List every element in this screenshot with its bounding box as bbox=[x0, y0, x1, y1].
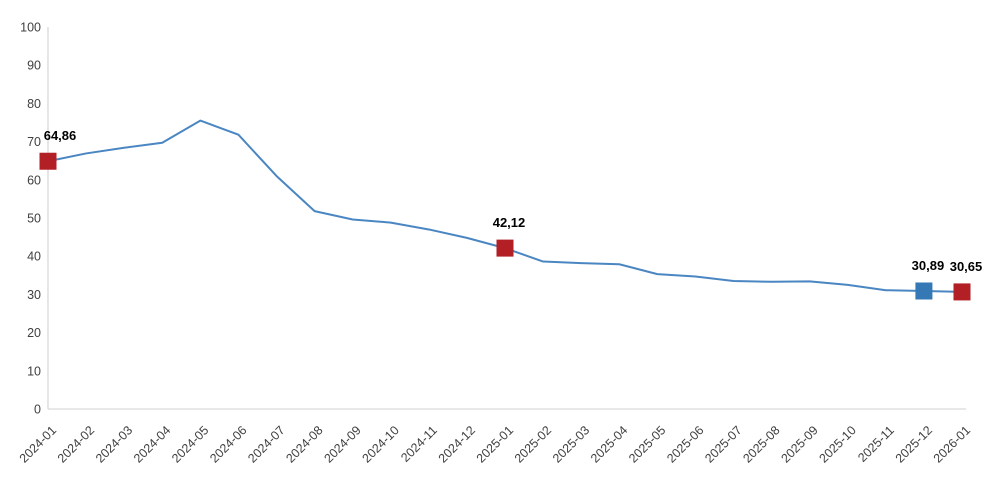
x-tick-label: 2025-04 bbox=[588, 423, 630, 465]
x-tick-label: 2025-10 bbox=[817, 423, 859, 465]
series-line bbox=[47, 119, 963, 293]
x-tick-label: 2024-08 bbox=[283, 423, 325, 465]
x-tick-label: 2024-03 bbox=[93, 423, 135, 465]
x-tick-label: 2026-01 bbox=[931, 423, 973, 465]
data-point-marker bbox=[39, 152, 57, 170]
x-tick-label: 2024-01 bbox=[17, 423, 59, 465]
x-tick-label: 2024-07 bbox=[245, 423, 287, 465]
x-tick-label: 2024-02 bbox=[55, 423, 97, 465]
y-tick-label: 20 bbox=[27, 326, 41, 340]
y-tick-label: 90 bbox=[27, 59, 41, 73]
x-tick-label: 2025-09 bbox=[778, 423, 820, 465]
y-tick-label: 50 bbox=[27, 212, 41, 226]
y-tick-label: 0 bbox=[34, 403, 41, 417]
x-tick-label: 2025-12 bbox=[893, 423, 935, 465]
y-tick-label: 30 bbox=[27, 288, 41, 302]
y-tick-label: 80 bbox=[27, 97, 41, 111]
x-tick-label: 2024-05 bbox=[169, 423, 211, 465]
data-point-label: 64,86 bbox=[44, 128, 77, 143]
x-tick-label: 2025-02 bbox=[512, 423, 554, 465]
y-tick-label: 40 bbox=[27, 250, 41, 264]
x-tick-label: 2025-03 bbox=[550, 423, 592, 465]
y-tick-label: 70 bbox=[27, 135, 41, 149]
x-tick-label: 2024-11 bbox=[398, 423, 440, 465]
y-tick-label: 100 bbox=[20, 21, 41, 35]
y-tick-label: 10 bbox=[27, 364, 41, 378]
x-tick-label: 2025-07 bbox=[702, 423, 744, 465]
x-tick-label: 2025-01 bbox=[474, 423, 516, 465]
x-tick-label: 2025-08 bbox=[740, 423, 782, 465]
x-tick-label: 2025-05 bbox=[626, 423, 668, 465]
x-tick-label: 2024-10 bbox=[360, 423, 402, 465]
data-point-label: 42,12 bbox=[493, 215, 526, 230]
x-tick-label: 2024-06 bbox=[207, 423, 249, 465]
data-point-marker bbox=[496, 239, 514, 257]
data-point-label: 30,65 bbox=[950, 259, 983, 274]
data-point-label: 30,89 bbox=[912, 258, 945, 273]
x-tick-label: 2024-04 bbox=[131, 423, 173, 465]
data-point-marker bbox=[953, 283, 971, 301]
data-point-marker bbox=[915, 282, 933, 300]
x-tick-label: 2025-11 bbox=[855, 423, 897, 465]
x-tick-label: 2025-06 bbox=[664, 423, 706, 465]
x-tick-label: 2024-12 bbox=[436, 423, 478, 465]
x-tick-label: 2024-09 bbox=[321, 423, 363, 465]
y-tick-label: 60 bbox=[27, 173, 41, 187]
